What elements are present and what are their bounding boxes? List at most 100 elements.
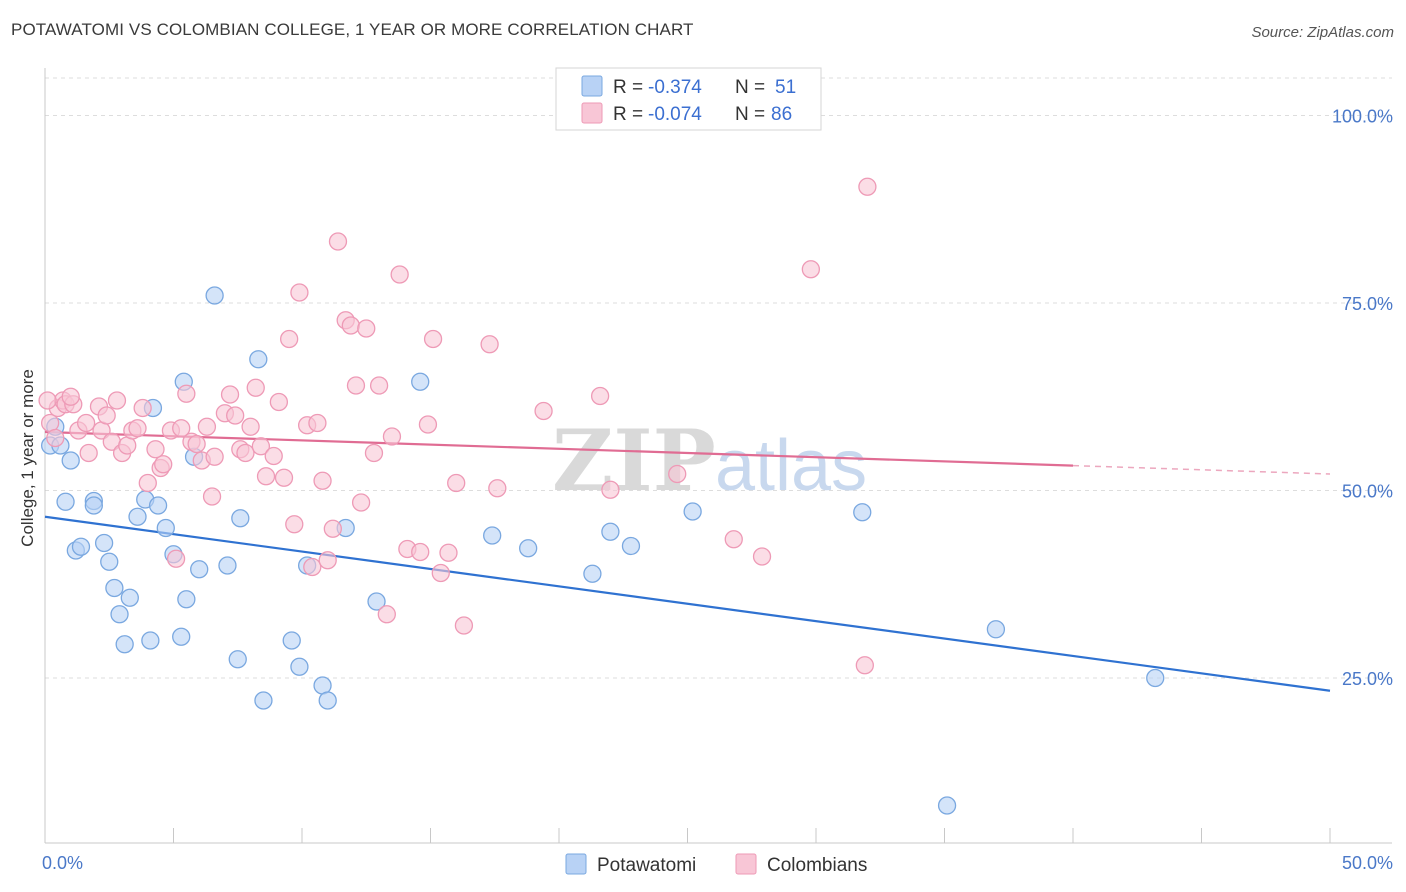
potawatomi-point (205, 286, 224, 305)
colombian-point (447, 473, 466, 493)
legend-n-value-blue: 51 (775, 77, 796, 98)
colombian-point (172, 419, 191, 438)
colombian-point (303, 557, 322, 577)
potawatomi-point (290, 657, 309, 676)
bottom-legend: Potawatomi Colombians (565, 853, 867, 876)
colombian-point (107, 391, 127, 410)
potawatomi-point (115, 635, 134, 654)
colombian-point (256, 467, 276, 486)
potawatomi-point (1146, 668, 1165, 688)
colombian-point (390, 265, 409, 284)
potawatomi-point (172, 627, 191, 646)
legend-n-label-pink: N = (735, 104, 765, 125)
colombian-point (38, 391, 57, 410)
colombian-point (346, 376, 366, 395)
potawatomi-point (120, 588, 139, 607)
y-tick-label-25: 25.0% (1342, 669, 1393, 689)
colombian-point (382, 427, 402, 446)
colombian-point (202, 487, 222, 506)
colombian-point (138, 473, 157, 493)
colombian-point (308, 413, 327, 433)
watermark-zip: ZIP (552, 411, 716, 510)
potawatomi-point (282, 631, 301, 650)
x-tick-label-min: 0.0% (42, 853, 83, 873)
colombian-point (274, 468, 294, 487)
axes (44, 68, 1392, 844)
potawatomi-point (254, 691, 273, 710)
colombian-point (177, 384, 196, 403)
potawatomi-point (105, 578, 124, 598)
colombian-point (241, 417, 260, 436)
colombian-point (601, 480, 620, 499)
potawatomi-point (621, 536, 641, 556)
potawatomi-point (156, 518, 175, 538)
colombian-point (418, 415, 438, 434)
colombian-point (251, 437, 271, 456)
colombian-point (313, 471, 332, 490)
colombian-point (439, 543, 458, 562)
potawatomi-point (601, 522, 620, 541)
colombian-point (128, 419, 147, 438)
colombian-point (46, 428, 65, 448)
colombian-point (668, 464, 687, 484)
colombian-point (166, 549, 186, 568)
colombian-point (431, 563, 450, 583)
colombian-point (534, 401, 553, 421)
potawatomi-point (937, 796, 957, 815)
colombian-point (480, 335, 499, 354)
colombian-point (724, 530, 743, 549)
colombian-point (377, 605, 396, 624)
potawatomi-point (249, 350, 268, 369)
bottom-legend-label-colombians: Colombians (767, 855, 867, 876)
y-tick-label-75: 75.0% (1342, 294, 1393, 314)
legend-r-label-blue: R = (613, 77, 643, 98)
potawatomi-point (94, 533, 114, 553)
potawatomi-point (110, 605, 129, 624)
x-tick-label-max: 50.0% (1342, 853, 1393, 873)
chart-title: POTAWATOMI VS COLOMBIAN COLLEGE, 1 YEAR … (11, 20, 694, 39)
colombian-point (97, 406, 116, 425)
legend-swatch-pink (581, 102, 603, 124)
potawatomi-point (367, 592, 386, 611)
potawatomi-point (986, 620, 1006, 639)
colombian-point (205, 447, 224, 466)
x-tick-labels: 0.0% 50.0% (42, 853, 1393, 873)
grid-lines (45, 77, 1392, 679)
colombian-point (61, 387, 80, 406)
colombian-point (197, 417, 217, 436)
colombian-point (752, 547, 772, 566)
colombian-point (79, 443, 98, 463)
colombian-point (351, 493, 371, 512)
potawatomi-point (61, 451, 80, 470)
colombian-point (187, 434, 206, 454)
potawatomi-point (148, 496, 168, 515)
colombian-point (269, 392, 289, 412)
potawatomi-point (100, 552, 119, 571)
potawatomi-point (218, 556, 237, 575)
potawatomi-point (583, 564, 602, 583)
potawatomi-point (853, 503, 872, 522)
colombian-point (801, 260, 821, 279)
colombian-trend-extension (1072, 464, 1331, 475)
potawatomi-point (84, 496, 103, 515)
source-credit: Source: ZipAtlas.com (1251, 24, 1394, 41)
colombian-point (133, 398, 152, 418)
trend-lines (44, 430, 1331, 692)
potawatomi-point (519, 539, 538, 558)
potawatomi-point (483, 526, 502, 545)
potawatomi-point (71, 537, 91, 556)
potawatomi-point (190, 560, 209, 579)
legend-n-label-blue: N = (735, 77, 765, 98)
potawatomi-point (128, 507, 147, 526)
colombian-point (290, 283, 309, 302)
colombian-point (323, 519, 342, 538)
potawatomi-trend-line (44, 515, 1331, 692)
colombian-point (341, 316, 360, 335)
legend-swatch-blue (581, 75, 603, 97)
potawatomi-point (683, 502, 702, 521)
colombian-point (423, 329, 443, 349)
watermark-atlas: atlas (715, 426, 867, 506)
y-axis-label: College, 1 year or more (18, 369, 37, 547)
watermark: ZIP atlas (552, 411, 867, 510)
y-tick-label-50: 50.0% (1342, 482, 1393, 502)
